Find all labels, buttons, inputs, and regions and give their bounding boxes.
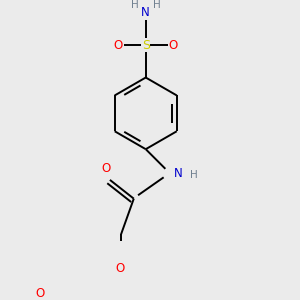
Text: H: H bbox=[153, 0, 161, 10]
Text: S: S bbox=[142, 39, 150, 52]
Text: O: O bbox=[114, 39, 123, 52]
Text: O: O bbox=[101, 162, 110, 175]
Text: N: N bbox=[141, 6, 150, 19]
Text: N: N bbox=[174, 167, 182, 180]
Text: H: H bbox=[131, 0, 139, 10]
Text: O: O bbox=[168, 39, 178, 52]
Text: H: H bbox=[190, 170, 197, 180]
Text: O: O bbox=[116, 262, 125, 275]
Text: O: O bbox=[36, 287, 45, 300]
